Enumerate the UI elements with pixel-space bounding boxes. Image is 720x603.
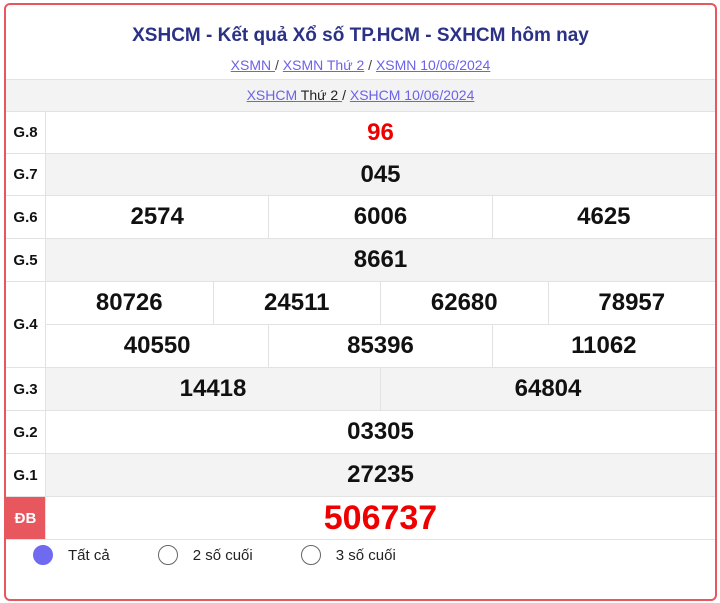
- results-panel: XSHCM - Kết quả Xổ số TP.HCM - SXHCM hôm…: [4, 3, 717, 601]
- prize-number: 78957: [547, 282, 716, 324]
- prize-number: 506737: [323, 498, 438, 537]
- prize-numbers: 96: [46, 112, 715, 153]
- prize-label: G.4: [6, 282, 46, 367]
- prize-numbers: 14418 64804: [46, 368, 715, 410]
- link-xsmn[interactable]: XSMN: [230, 57, 275, 73]
- link-xsmn-date[interactable]: XSMN 10/06/2024: [375, 57, 491, 73]
- prize-row-g8: G.8 96: [6, 112, 715, 154]
- prize-label: G.8: [6, 112, 46, 153]
- number-line: 2574 6006 4625: [46, 196, 715, 238]
- prize-number: 80726: [95, 289, 163, 316]
- prize-number: 2574: [130, 203, 184, 230]
- number-line: 80726 24511 62680 78957: [46, 282, 715, 324]
- radio-circle-icon[interactable]: [33, 545, 53, 565]
- separator: /: [342, 87, 346, 103]
- prize-number: 27235: [347, 461, 414, 488]
- number-line: 8661: [46, 239, 715, 281]
- number-line: 506737: [46, 497, 715, 539]
- prize-number: 85396: [268, 325, 491, 367]
- prize-row-g1: G.1 27235: [6, 454, 715, 497]
- prize-number: 96: [367, 118, 394, 146]
- link-xshcm-text: XSHCM: [246, 87, 298, 103]
- prize-row-g3: G.3 14418 64804: [6, 368, 715, 411]
- prize-number: 24511: [212, 282, 381, 324]
- prize-row-g4: G.4 80726 24511 62680 78957 40550 85396 11062: [6, 282, 715, 368]
- link-thu2-text: Thứ 2: [297, 87, 343, 103]
- prize-number: 03305: [347, 418, 414, 445]
- prize-numbers: 2574 6006 4625: [46, 196, 715, 238]
- number-line: 045: [46, 154, 715, 195]
- prize-label: G.5: [6, 239, 46, 281]
- prize-row-g5: G.5 8661: [6, 239, 715, 282]
- radio-label: 3 số cuối: [335, 546, 396, 564]
- prize-numbers: 03305: [46, 411, 715, 453]
- prize-row-db: ĐB 506737: [6, 497, 715, 540]
- number-line: 40550 85396 11062: [46, 324, 715, 367]
- prize-number: 4625: [491, 196, 715, 238]
- radio-option-1[interactable]: 2 số cuối: [157, 545, 253, 565]
- prize-number: 40550: [123, 332, 191, 359]
- prize-row-g7: G.7 045: [6, 154, 715, 196]
- number-line: 96: [46, 112, 715, 153]
- radio-option-2[interactable]: 3 số cuối: [300, 545, 396, 565]
- prize-number: 62680: [380, 282, 548, 324]
- number-line: 03305: [46, 411, 715, 453]
- radio-circle-icon[interactable]: [157, 545, 178, 565]
- radio-option-0[interactable]: Tất cả: [33, 545, 110, 565]
- prize-numbers: 506737: [46, 497, 715, 539]
- prize-numbers: 80726 24511 62680 78957 40550 85396 11062: [46, 282, 715, 367]
- prize-label: G.7: [6, 154, 46, 195]
- prize-number: 045: [360, 160, 401, 188]
- prize-label: G.1: [6, 454, 46, 496]
- radio-label: Tất cả: [68, 546, 110, 564]
- prize-number: 8661: [353, 246, 408, 273]
- prize-number: 6006: [268, 196, 491, 238]
- link-xsmn-thu2[interactable]: XSMN Thứ 2: [282, 57, 365, 73]
- number-line: 14418 64804: [46, 368, 715, 410]
- link-xshcm-thu2[interactable]: XSHCM Thứ 2: [247, 87, 342, 103]
- prize-row-g6: G.6 2574 6006 4625: [6, 196, 715, 239]
- prize-number: 14418: [179, 375, 247, 402]
- separator: /: [368, 57, 373, 73]
- radio-label: 2 số cuối: [192, 546, 253, 564]
- digit-filter: Tất cả 2 số cuối 3 số cuối: [6, 545, 715, 565]
- prize-numbers: 27235: [46, 454, 715, 496]
- sub-breadcrumb: XSHCM Thứ 2 / XSHCM 10/06/2024: [6, 79, 715, 112]
- prize-label: ĐB: [6, 497, 46, 539]
- prize-label: G.2: [6, 411, 46, 453]
- prize-label: G.6: [6, 196, 46, 238]
- separator: /: [275, 57, 279, 73]
- link-xshcm-date[interactable]: XSHCM 10/06/2024: [349, 87, 475, 103]
- breadcrumb: XSMN / XSMN Thứ 2 / XSMN 10/06/2024: [6, 57, 715, 73]
- prize-row-g2: G.2 03305: [6, 411, 715, 454]
- radio-circle-icon[interactable]: [300, 545, 321, 565]
- prize-numbers: 045: [46, 154, 715, 195]
- number-line: 27235: [46, 454, 715, 496]
- prize-numbers: 8661: [46, 239, 715, 281]
- prize-number: 64804: [380, 368, 715, 410]
- page-title: XSHCM - Kết quả Xổ số TP.HCM - SXHCM hôm…: [132, 25, 589, 46]
- prize-number: 11062: [491, 325, 715, 367]
- prize-label: G.3: [6, 368, 46, 410]
